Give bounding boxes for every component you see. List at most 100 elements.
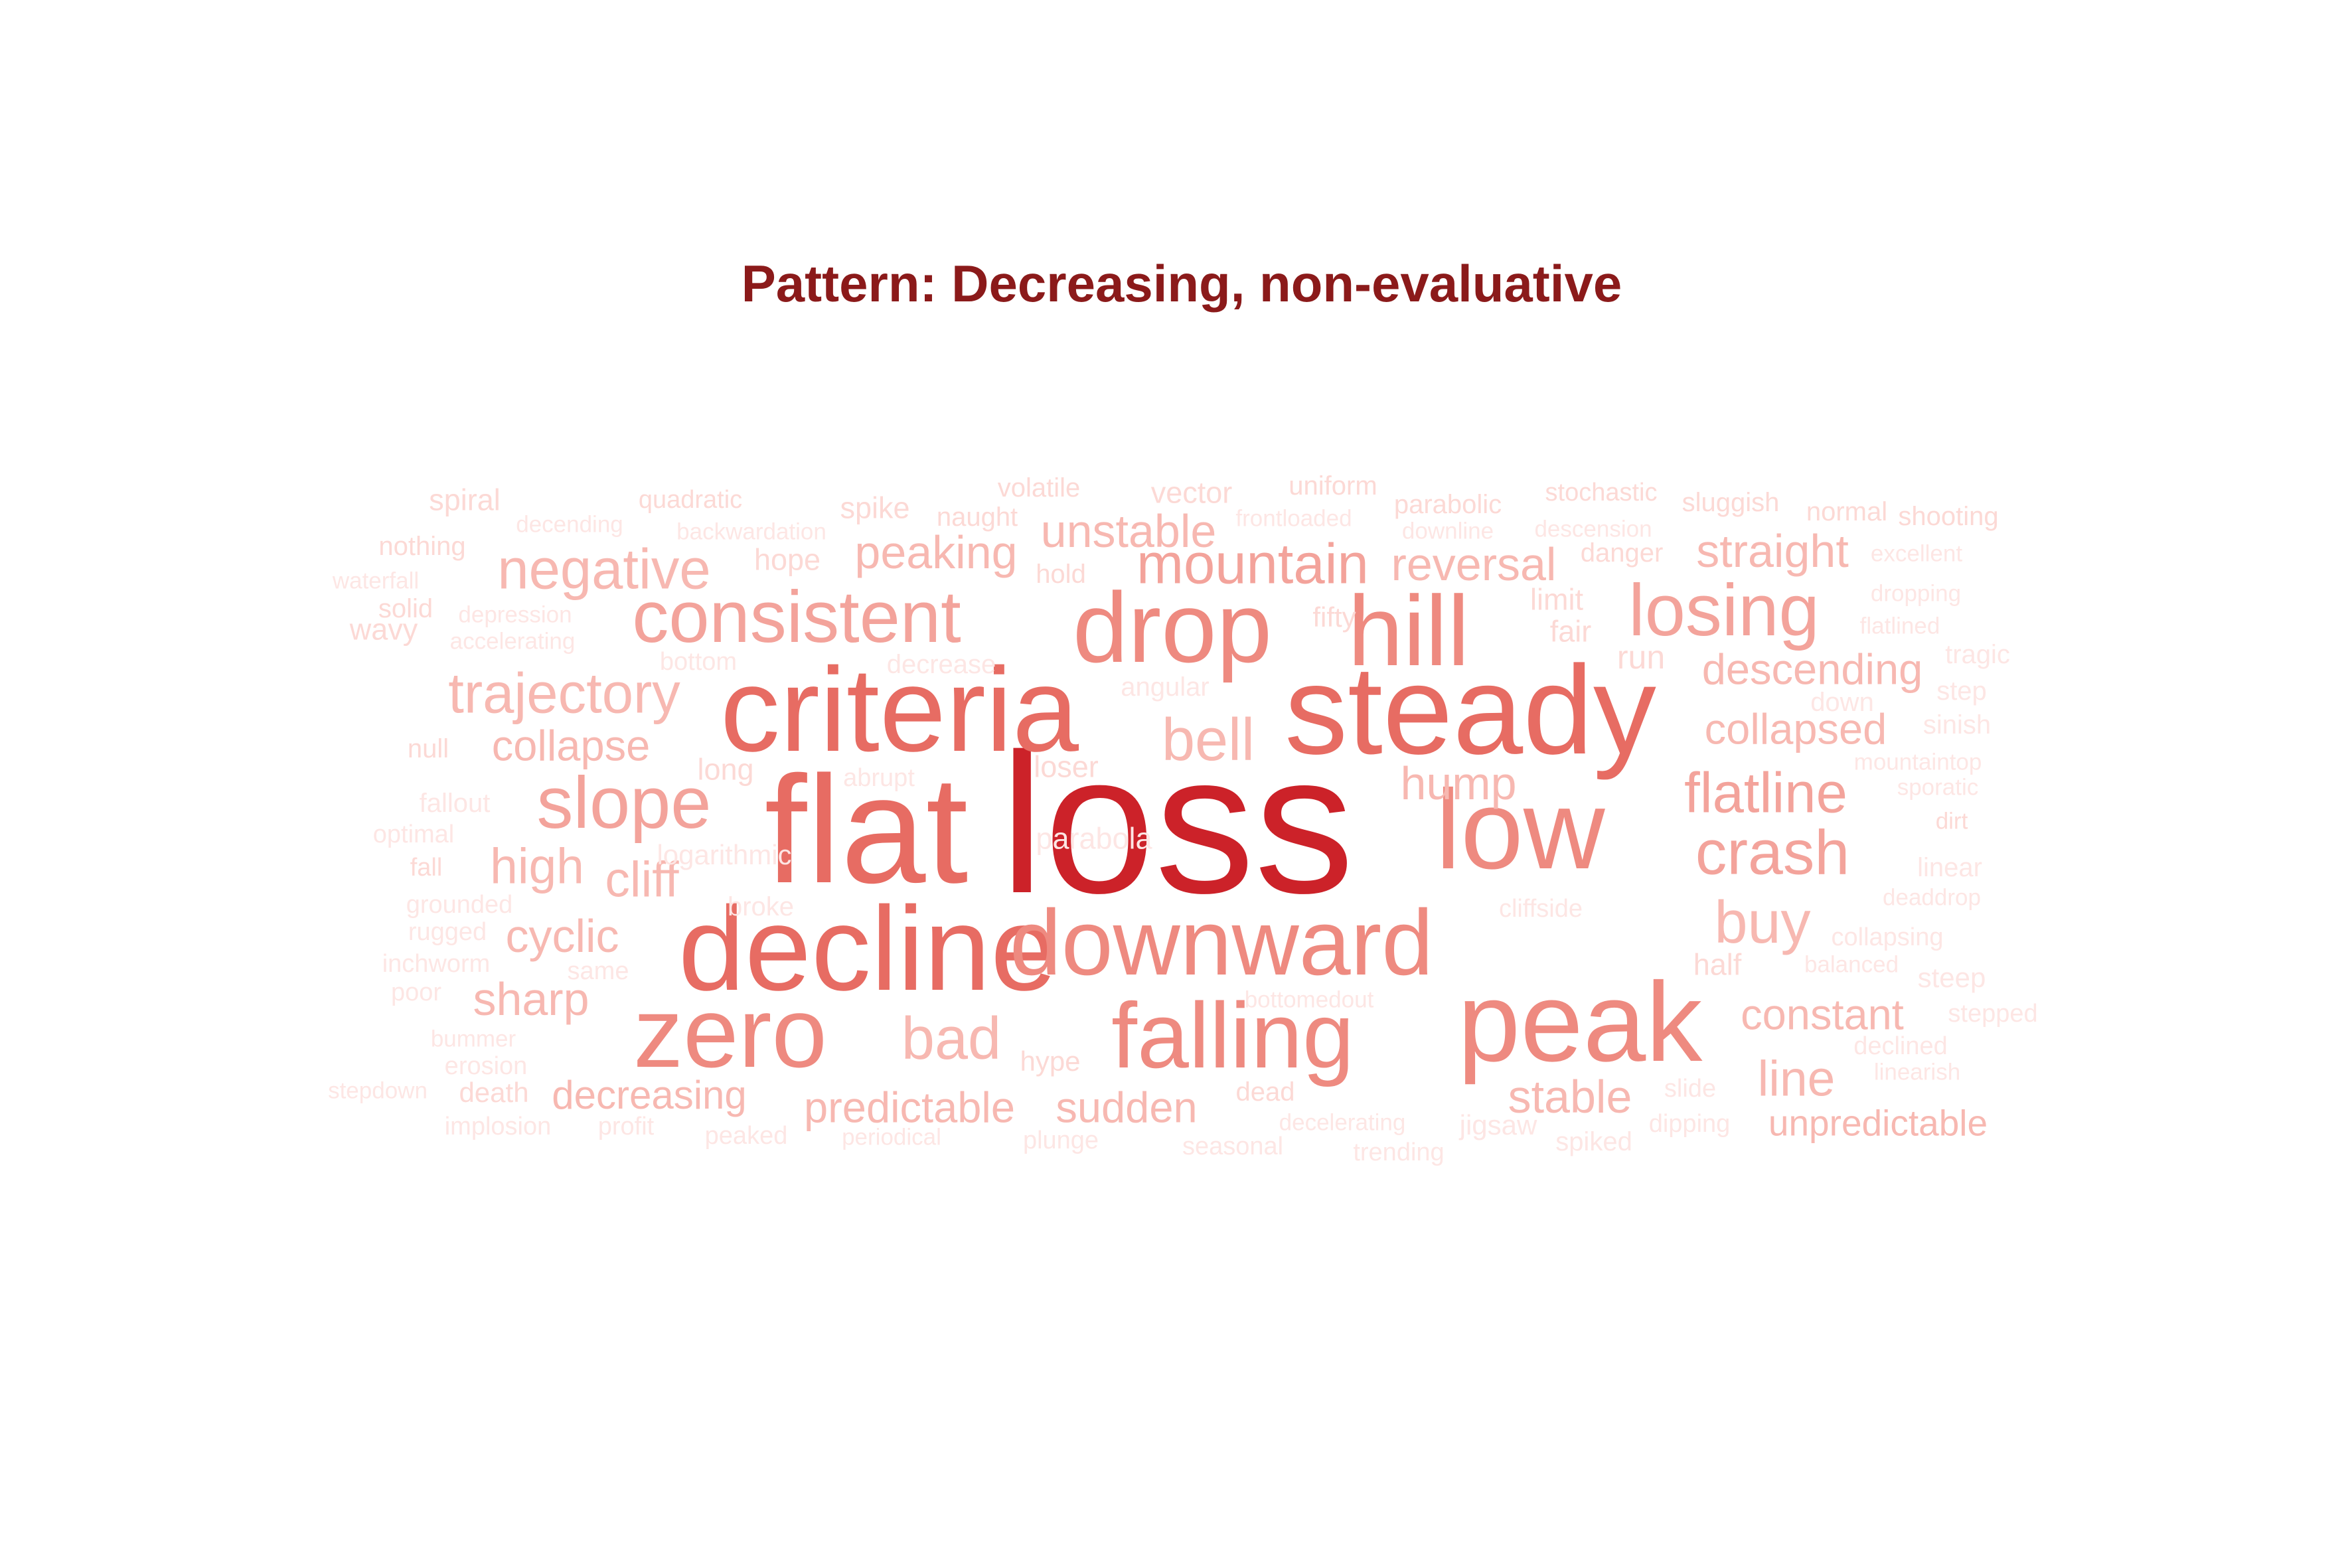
cloud-word: broke — [727, 892, 795, 921]
cloud-word: sudden — [1056, 1083, 1198, 1132]
cloud-word: collapse — [491, 721, 651, 770]
cloud-word: death — [459, 1077, 529, 1108]
cloud-word: implosion — [444, 1113, 552, 1140]
cloud-word: quadratic — [638, 486, 743, 514]
cloud-word: hope — [753, 542, 821, 577]
cloud-word: accelerating — [449, 628, 576, 655]
cloud-word: periodical — [842, 1124, 941, 1150]
cloud-word: spike — [840, 491, 910, 525]
cloud-word: loss — [1000, 712, 1354, 935]
cloud-word: predictable — [804, 1083, 1015, 1132]
cloud-word: fall — [410, 854, 443, 882]
cloud-word: stepdown — [328, 1077, 428, 1104]
cloud-word: mountain — [1137, 532, 1369, 596]
cloud-word: decelerating — [1279, 1109, 1406, 1136]
cloud-word: straight — [1696, 525, 1849, 577]
cloud-word: losing — [1628, 570, 1820, 651]
cloud-word: bummer — [430, 1026, 516, 1052]
cloud-word: shooting — [1898, 502, 1999, 531]
cloud-word: hill — [1348, 575, 1470, 686]
cloud-word: bottom — [659, 648, 738, 676]
cloud-word: slide — [1664, 1075, 1717, 1103]
cloud-word: poor — [390, 979, 442, 1006]
cloud-word: fair — [1549, 614, 1592, 649]
cloud-word: peak — [1457, 959, 1703, 1085]
cloud-word: downline — [1401, 518, 1494, 544]
cloud-word: high — [490, 838, 584, 894]
cloud-word: step — [1936, 676, 1987, 706]
cloud-word: sluggish — [1682, 488, 1780, 517]
cloud-word: run — [1616, 639, 1666, 676]
cloud-word: dipping — [1648, 1110, 1731, 1138]
cloud-word: stepped — [1948, 1000, 2038, 1028]
cloud-word: linearish — [1873, 1059, 1961, 1085]
cloud-word: cliff — [605, 851, 679, 907]
cloud-word: long — [697, 752, 754, 787]
cloud-word: linear — [1917, 853, 1982, 882]
cloud-word: half — [1693, 947, 1742, 982]
cloud-word: angular — [1121, 672, 1210, 702]
cloud-word: same — [567, 957, 629, 985]
cloud-word: volatile — [997, 473, 1081, 503]
cloud-word: uniform — [1289, 471, 1377, 501]
cloud-word: grounded — [406, 891, 513, 919]
cloud-word: bottomedout — [1244, 986, 1374, 1013]
cloud-word: rugged — [408, 918, 487, 946]
cloud-word: declined — [1853, 1032, 1948, 1060]
cloud-word: excellent — [1870, 540, 1963, 567]
cloud-word: waterfall — [332, 568, 420, 594]
cloud-word: flatlined — [1859, 613, 1940, 639]
cloud-word: decline — [678, 882, 1058, 1016]
cloud-word: collapsing — [1831, 923, 1944, 951]
cloud-word: trending — [1353, 1138, 1445, 1166]
cloud-word: criteria — [720, 643, 1079, 777]
cloud-word: spiked — [1555, 1127, 1632, 1156]
cloud-word: sporatic — [1897, 774, 1979, 801]
cloud-word: bell — [1161, 707, 1255, 773]
cloud-word: optimal — [372, 821, 455, 848]
cloud-word: flat — [764, 744, 969, 915]
cloud-word: slope — [536, 762, 712, 844]
chart-title: Pattern: Decreasing, non-evaluative — [741, 254, 1622, 313]
cloud-word: limit — [1530, 582, 1583, 617]
cloud-word: reversal — [1391, 538, 1557, 590]
cloud-word: bad — [901, 1006, 1002, 1072]
cloud-word: sharp — [473, 973, 589, 1025]
cloud-word: cyclic — [505, 910, 619, 962]
cloud-word: naught — [936, 503, 1018, 532]
cloud-word: spiral — [429, 483, 501, 517]
cloud-word: parabola — [1036, 821, 1152, 856]
cloud-word: deaddrop — [1883, 884, 1981, 911]
cloud-word: descending — [1701, 645, 1923, 694]
cloud-word: crash — [1695, 817, 1850, 888]
cloud-word: wavy — [349, 612, 418, 647]
cloud-word: constant — [1741, 990, 1904, 1039]
cloud-word: trajectory — [448, 662, 680, 726]
cloud-word: erosion — [444, 1052, 528, 1080]
cloud-word: dirt — [1935, 808, 1968, 834]
cloud-word: falling — [1111, 983, 1354, 1087]
cloud-word: unpredictable — [1768, 1102, 1988, 1144]
cloud-word: logarithmic — [657, 839, 792, 870]
cloud-word: jigsaw — [1459, 1109, 1537, 1140]
cloud-word: balanced — [1804, 951, 1899, 978]
cloud-word: descension — [1534, 516, 1652, 542]
cloud-word: unstable — [1040, 505, 1217, 557]
cloud-word: cliffside — [1498, 895, 1583, 923]
cloud-word: collapsed — [1704, 704, 1887, 753]
cloud-word: low — [1435, 767, 1605, 893]
cloud-word: decending — [516, 511, 623, 538]
cloud-word: hold — [1036, 560, 1086, 589]
cloud-word: buy — [1714, 890, 1811, 956]
cloud-word: stochastic — [1545, 479, 1658, 507]
cloud-word: vector — [1150, 475, 1233, 510]
cloud-word: mountaintop — [1853, 749, 1982, 775]
cloud-word: normal — [1806, 497, 1888, 526]
cloud-word: peaking — [854, 526, 1018, 578]
cloud-word: hump — [1400, 757, 1517, 809]
cloud-word: solid — [378, 594, 433, 623]
cloud-word: line — [1757, 1050, 1836, 1107]
cloud-word: flatline — [1684, 761, 1847, 825]
cloud-word: zero — [633, 977, 827, 1088]
